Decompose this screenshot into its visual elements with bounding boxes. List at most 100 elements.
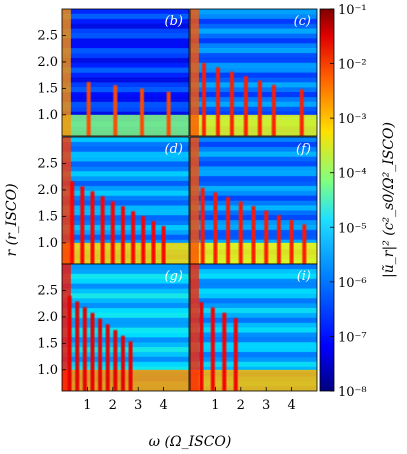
qpo-peak [213,192,218,264]
radial-band [190,28,317,34]
radial-band [62,48,189,54]
radial-band [62,33,189,39]
radial-band [62,210,189,216]
qpo-peak [243,76,248,136]
colorbar-tick-label: 10⁻⁸ [338,385,367,400]
qpo-peak [299,89,304,136]
panel-frame [61,263,190,392]
radial-band [62,288,189,294]
radial-band [190,312,317,319]
qpo-peak [90,191,95,264]
radial-band [62,337,189,343]
panel-frame [61,8,190,137]
radial-band [190,141,317,148]
radial-band [62,96,189,103]
panel-i: (i) [189,263,318,392]
radial-band [190,200,317,206]
radial-band [62,195,189,201]
radial-band [62,347,189,353]
x-tick-label: 2 [237,398,245,413]
radial-band [62,176,189,182]
radial-band [190,72,317,78]
radial-band [190,303,317,309]
colorbar: 10⁻¹ 10⁻² 10⁻³ 10⁻⁴ 10⁻⁵ 10⁻⁶ 10⁻⁷ 10⁻⁸ [319,3,367,400]
panel-label: (d) [165,142,183,157]
qpo-peak [120,206,125,264]
radial-band [62,171,189,177]
qpo-peak [141,216,146,264]
y-tick-label: 2.5 [37,156,58,171]
qpo-peak [75,301,80,391]
radial-band [190,347,317,353]
low-frequency-column [62,264,71,391]
qpo-peak [140,88,145,136]
colorbar-tick-label: 10⁻⁶ [338,276,367,291]
radial-band [62,146,189,153]
qpo-peak [113,85,118,136]
qpo-peak [264,210,269,264]
qpo-peak [113,330,118,391]
y-tick-label: 1.5 [37,209,58,224]
inner-edge [190,114,317,136]
radial-band [190,195,317,201]
radial-band [62,62,189,69]
x-tick-label: 1 [211,398,219,413]
qpo-peak [199,302,204,391]
radial-band [190,273,317,280]
y-tick-label: 1.5 [37,336,58,351]
y-tick-label: 1.5 [37,81,58,96]
panels-grid: (b) (c) (d) (f) (g) (i) [61,8,318,392]
low-frequency-column [190,9,199,136]
radial-band [190,137,317,143]
panel-d: (d) [61,136,190,265]
qpo-peak [226,196,231,264]
radial-band [190,185,317,192]
radial-band [62,166,189,172]
radial-band [190,268,317,275]
qpo-peak [151,221,156,264]
radial-band [190,77,317,83]
radial-band [62,82,189,88]
panel-label: (b) [165,14,183,29]
radial-band [62,327,189,333]
y-axis-label: r (r_ISCO) [4,183,20,256]
colorbar-tick-label: 10⁻⁴ [338,167,367,182]
radial-band [190,18,317,25]
radial-band [62,151,189,158]
radial-band [62,215,189,221]
low-frequency-column [62,9,71,136]
radial-band [62,356,189,363]
radial-band [62,361,189,368]
qpo-peak [128,341,133,391]
x-tick-label: 3 [134,398,142,413]
radial-band [62,293,189,299]
radial-band [62,307,189,314]
qpo-peak [90,312,95,391]
colorbar-tick-label: 10⁻³ [338,112,367,127]
radial-band [190,101,317,108]
colorbar-tick-label: 10⁻² [338,58,367,73]
radial-band [190,356,317,363]
low-frequency-column [190,137,199,264]
panel-b: (b) [61,8,190,137]
qpo-peak [271,84,276,136]
radial-band [62,38,189,44]
radial-band [62,137,189,143]
x-axes: 1 2 3 4 1 2 3 4 [83,387,296,413]
radial-band [62,366,189,372]
y-axes: 1.0 1.5 2.0 2.5 1.0 1.5 2.0 2.5 1.0 1.5 2.0 2.5 [37,28,66,378]
radial-band [62,200,189,206]
inner-edge [190,369,317,391]
qpo-peak [80,186,85,264]
radial-band [62,205,189,211]
radial-band [190,180,317,187]
radial-band [62,278,189,285]
radial-band [62,92,189,98]
radial-band [190,332,317,338]
x-tick-label: 4 [159,398,167,413]
y-tick-label: 1.0 [37,108,58,123]
radial-band [62,298,189,304]
qpo-peak [82,307,87,391]
radial-band [62,106,189,113]
y-tick-label: 2.5 [37,283,58,298]
